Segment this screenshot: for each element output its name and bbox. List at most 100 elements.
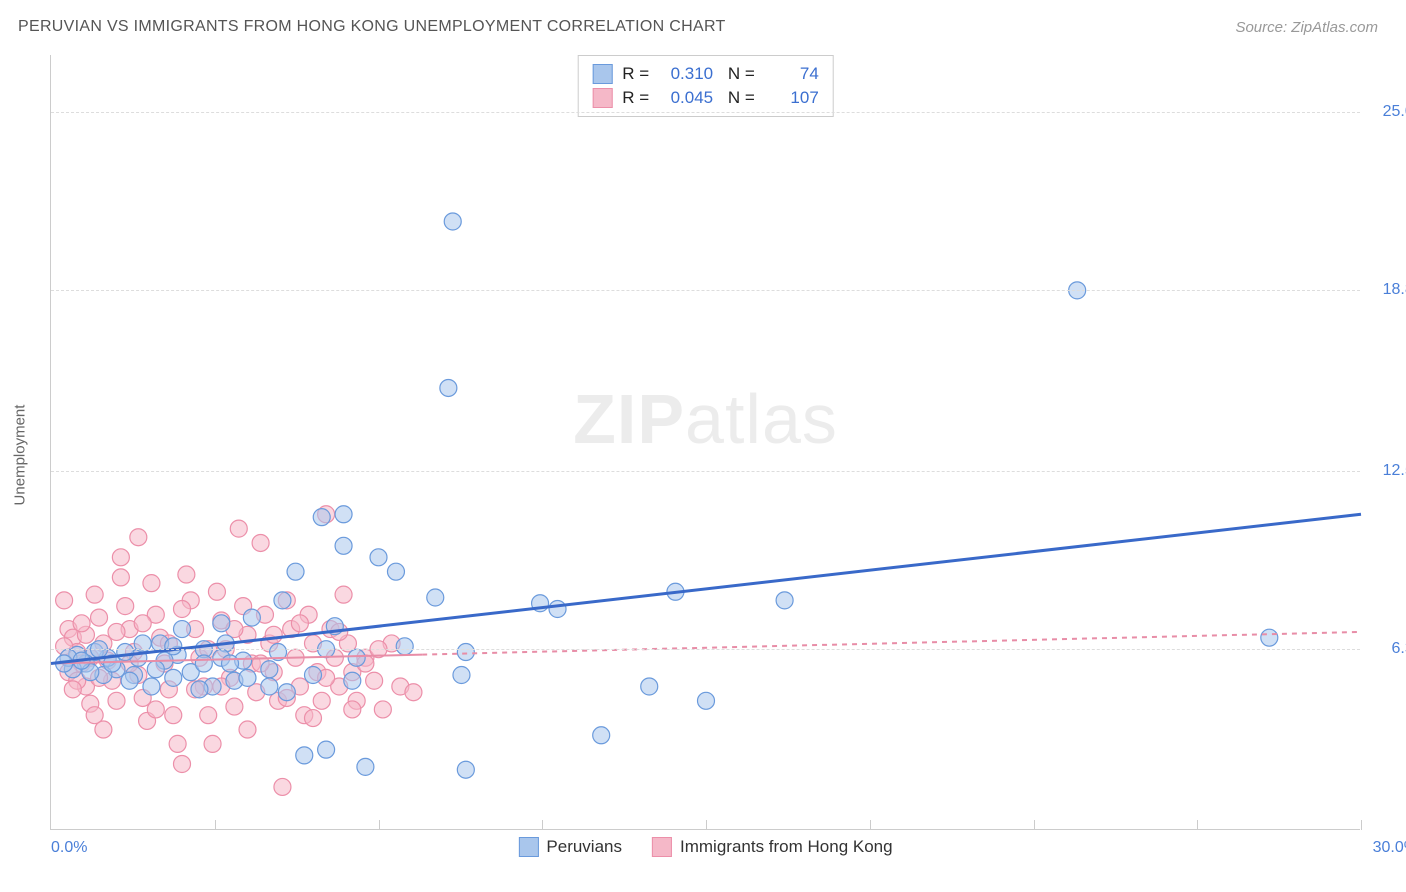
- scatter-point: [287, 563, 304, 580]
- x-tick: [542, 820, 543, 830]
- scatter-point: [117, 598, 134, 615]
- scatter-point: [348, 649, 365, 666]
- scatter-point: [335, 537, 352, 554]
- scatter-point: [641, 678, 658, 695]
- scatter-point: [593, 727, 610, 744]
- scatter-point: [440, 379, 457, 396]
- x-tick: [706, 820, 707, 830]
- y-axis-label: Unemployment: [12, 405, 29, 506]
- scatter-point: [64, 681, 81, 698]
- scatter-point: [278, 684, 295, 701]
- scatter-point: [165, 669, 182, 686]
- scatter-point: [169, 735, 186, 752]
- scatter-point: [313, 509, 330, 526]
- scatter-point: [453, 667, 470, 684]
- scatter-point: [370, 549, 387, 566]
- scatter-point: [174, 755, 191, 772]
- scatter-point: [143, 575, 160, 592]
- scatter-point: [344, 672, 361, 689]
- scatter-point: [698, 692, 715, 709]
- legend-item-peruvians: Peruvians: [518, 837, 622, 857]
- gridline: [51, 112, 1360, 113]
- x-tick: [1197, 820, 1198, 830]
- scatter-point: [457, 644, 474, 661]
- scatter-point: [357, 758, 374, 775]
- scatter-point: [112, 569, 129, 586]
- scatter-point: [296, 747, 313, 764]
- scatter-point: [405, 684, 422, 701]
- scatter-point: [200, 707, 217, 724]
- chart-container: Unemployment ZIPatlas R = 0.310 N = 74 R…: [50, 55, 1360, 855]
- x-tick: [379, 820, 380, 830]
- scatter-point: [243, 609, 260, 626]
- scatter-point: [239, 669, 256, 686]
- scatter-point: [213, 615, 230, 632]
- scatter-point: [195, 655, 212, 672]
- scatter-point: [143, 678, 160, 695]
- bottom-legend: Peruvians Immigrants from Hong Kong: [518, 837, 892, 857]
- source-attribution: Source: ZipAtlas.com: [1235, 19, 1378, 36]
- trend-line-peruvians: [51, 514, 1361, 663]
- scatter-point: [1261, 629, 1278, 646]
- scatter-point: [226, 698, 243, 715]
- scatter-point: [252, 534, 269, 551]
- stats-legend-box: R = 0.310 N = 74 R = 0.045 N = 107: [577, 55, 834, 117]
- gridline: [51, 649, 1360, 650]
- scatter-point: [313, 692, 330, 709]
- scatter-point: [549, 600, 566, 617]
- legend-item-hongkong: Immigrants from Hong Kong: [652, 837, 893, 857]
- scatter-point: [261, 661, 278, 678]
- scatter-point: [335, 586, 352, 603]
- scatter-point: [204, 735, 221, 752]
- scatter-point: [776, 592, 793, 609]
- scatter-point: [191, 681, 208, 698]
- scatter-point: [274, 592, 291, 609]
- scatter-point: [91, 609, 108, 626]
- scatter-point: [108, 623, 125, 640]
- scatter-point: [291, 615, 308, 632]
- scatter-point: [178, 566, 195, 583]
- scatter-point: [147, 661, 164, 678]
- swatch-peruvians: [592, 64, 612, 84]
- scatter-point: [427, 589, 444, 606]
- scatter-point: [318, 741, 335, 758]
- scatter-point: [335, 506, 352, 523]
- legend-swatch-hongkong: [652, 837, 672, 857]
- swatch-hongkong: [592, 88, 612, 108]
- stats-row-hongkong: R = 0.045 N = 107: [592, 86, 819, 110]
- legend-swatch-peruvians: [518, 837, 538, 857]
- scatter-point: [86, 586, 103, 603]
- scatter-point: [274, 778, 291, 795]
- scatter-point: [121, 672, 138, 689]
- scatter-point: [112, 549, 129, 566]
- y-tick-label: 25.0%: [1383, 103, 1406, 121]
- scatter-point: [174, 600, 191, 617]
- scatter-point: [208, 583, 225, 600]
- scatter-point: [134, 615, 151, 632]
- plot-area: ZIPatlas R = 0.310 N = 74 R = 0.045 N = …: [50, 55, 1360, 830]
- scatter-plot-svg: [51, 55, 1360, 829]
- scatter-point: [222, 655, 239, 672]
- scatter-point: [56, 592, 73, 609]
- scatter-point: [239, 721, 256, 738]
- scatter-point: [387, 563, 404, 580]
- stats-row-peruvians: R = 0.310 N = 74: [592, 62, 819, 86]
- x-tick: [1361, 820, 1362, 830]
- scatter-point: [230, 520, 247, 537]
- scatter-point: [165, 638, 182, 655]
- scatter-point: [165, 707, 182, 724]
- gridline: [51, 471, 1360, 472]
- y-tick-label: 18.8%: [1383, 281, 1406, 299]
- scatter-point: [108, 692, 125, 709]
- x-tick: [215, 820, 216, 830]
- x-axis-max-label: 30.0%: [1373, 839, 1406, 857]
- gridline: [51, 290, 1360, 291]
- y-tick-label: 6.3%: [1392, 640, 1406, 658]
- scatter-point: [305, 710, 322, 727]
- scatter-point: [174, 621, 191, 638]
- x-tick: [1034, 820, 1035, 830]
- scatter-point: [305, 667, 322, 684]
- trend-line-hongkong-dashed: [422, 632, 1361, 655]
- scatter-point: [95, 721, 112, 738]
- scatter-point: [344, 701, 361, 718]
